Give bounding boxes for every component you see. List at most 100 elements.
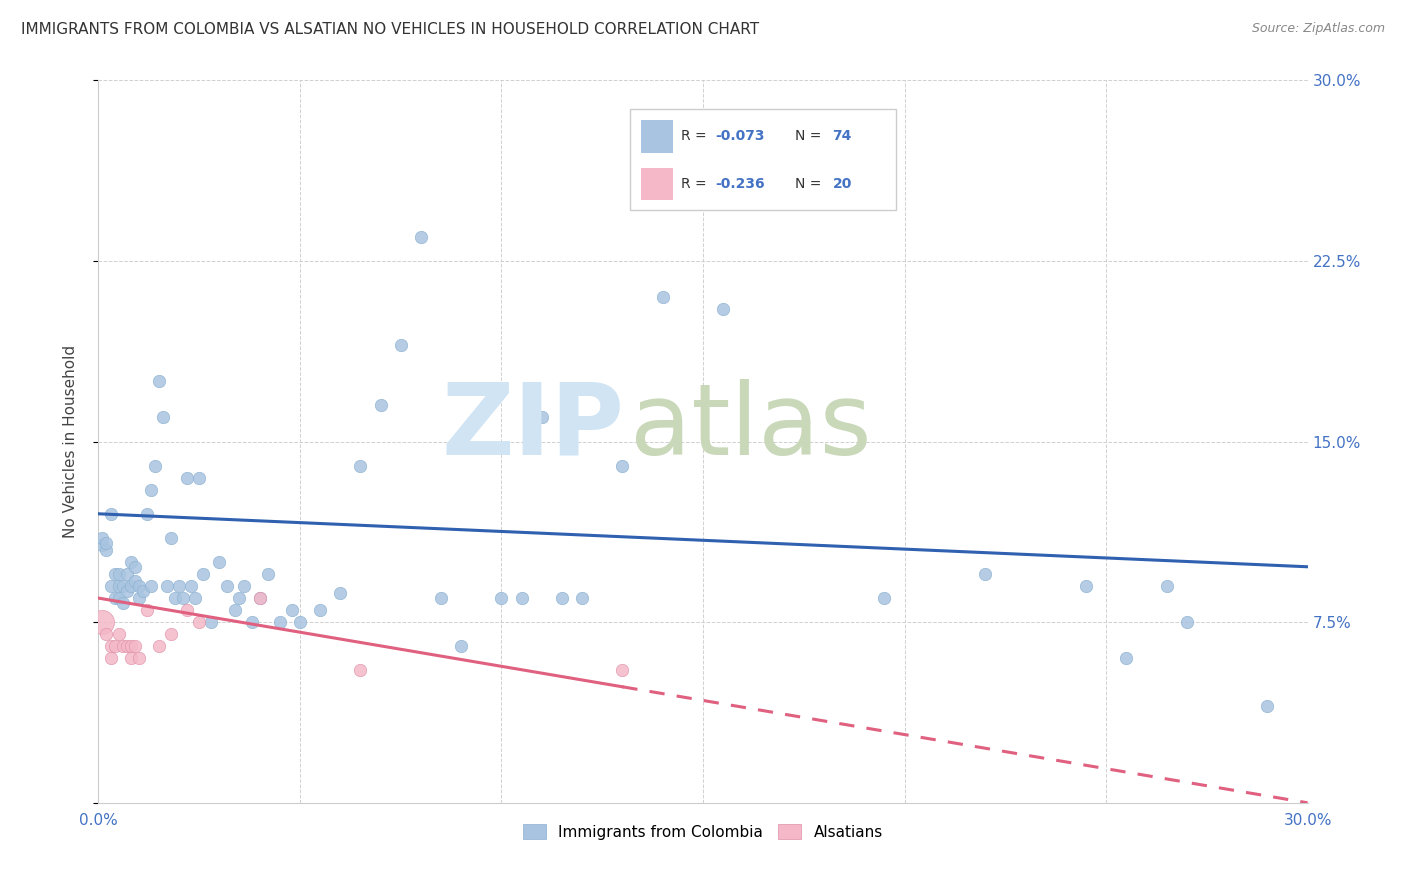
Point <box>176 470 198 484</box>
Point <box>107 579 129 593</box>
Text: atlas: atlas <box>630 378 872 475</box>
Point <box>530 410 553 425</box>
Point <box>551 591 574 605</box>
Point <box>91 538 114 552</box>
Point <box>232 579 254 593</box>
Point <box>100 507 122 521</box>
Point <box>430 591 453 605</box>
Point <box>349 458 371 473</box>
Text: ZIP: ZIP <box>441 378 624 475</box>
Point <box>120 639 142 653</box>
Point <box>370 398 392 412</box>
Point <box>180 579 202 593</box>
Point <box>409 230 432 244</box>
Point <box>249 591 271 605</box>
Point <box>188 615 211 630</box>
Point <box>1256 699 1278 714</box>
Point <box>124 639 146 653</box>
Point <box>1115 651 1137 665</box>
Point <box>120 579 142 593</box>
Point <box>111 639 134 653</box>
Point <box>156 579 179 593</box>
Point <box>135 603 157 617</box>
Point <box>107 567 129 582</box>
Point <box>974 567 997 582</box>
Point <box>100 639 122 653</box>
Text: Source: ZipAtlas.com: Source: ZipAtlas.com <box>1251 22 1385 36</box>
Point <box>176 603 198 617</box>
Point <box>163 591 186 605</box>
Point <box>120 555 142 569</box>
Point <box>111 579 134 593</box>
Point <box>772 145 794 160</box>
Point <box>873 591 896 605</box>
Point <box>124 574 146 589</box>
Point <box>100 579 122 593</box>
Point <box>96 627 118 641</box>
Point <box>269 615 291 630</box>
Text: IMMIGRANTS FROM COLOMBIA VS ALSATIAN NO VEHICLES IN HOUSEHOLD CORRELATION CHART: IMMIGRANTS FROM COLOMBIA VS ALSATIAN NO … <box>21 22 759 37</box>
Point <box>184 591 207 605</box>
Point <box>100 651 122 665</box>
Point <box>103 567 125 582</box>
Point <box>309 603 332 617</box>
Point <box>120 651 142 665</box>
Point <box>224 603 246 617</box>
Point <box>228 591 250 605</box>
Point <box>152 410 174 425</box>
Point <box>115 583 138 598</box>
Point <box>160 627 183 641</box>
Point <box>612 458 634 473</box>
Point <box>139 579 162 593</box>
Point <box>115 567 138 582</box>
Point <box>139 483 162 497</box>
Point <box>200 615 222 630</box>
Point <box>135 507 157 521</box>
Point <box>103 639 125 653</box>
Point <box>349 664 371 678</box>
Point <box>111 596 134 610</box>
Point <box>128 651 150 665</box>
Y-axis label: No Vehicles in Household: No Vehicles in Household <box>63 345 77 538</box>
Point <box>1156 579 1178 593</box>
Point <box>188 470 211 484</box>
Point <box>288 615 311 630</box>
Point <box>240 615 263 630</box>
Point <box>491 591 513 605</box>
Point <box>160 531 183 545</box>
Point <box>143 458 166 473</box>
Point <box>711 301 734 317</box>
Point <box>571 591 593 605</box>
Point <box>193 567 215 582</box>
Point <box>124 559 146 574</box>
Point <box>1175 615 1198 630</box>
Point <box>249 591 271 605</box>
Point <box>256 567 278 582</box>
Point <box>107 591 129 605</box>
Point <box>217 579 239 593</box>
Legend: Immigrants from Colombia, Alsatians: Immigrants from Colombia, Alsatians <box>517 818 889 846</box>
Point <box>128 579 150 593</box>
Point <box>450 639 472 653</box>
Point <box>281 603 304 617</box>
Point <box>107 627 129 641</box>
Point <box>389 338 412 352</box>
Point <box>612 664 634 678</box>
Point <box>103 591 125 605</box>
Point <box>128 591 150 605</box>
Point <box>115 639 138 653</box>
Point <box>329 586 352 600</box>
Point <box>172 591 194 605</box>
Point <box>96 535 118 549</box>
Point <box>651 290 673 304</box>
Point <box>148 639 170 653</box>
Point <box>1074 579 1097 593</box>
Point <box>132 583 155 598</box>
Point <box>91 615 114 630</box>
Point <box>148 374 170 388</box>
Point <box>96 542 118 557</box>
Point <box>91 531 114 545</box>
Point <box>167 579 190 593</box>
Point <box>510 591 533 605</box>
Point <box>208 555 231 569</box>
